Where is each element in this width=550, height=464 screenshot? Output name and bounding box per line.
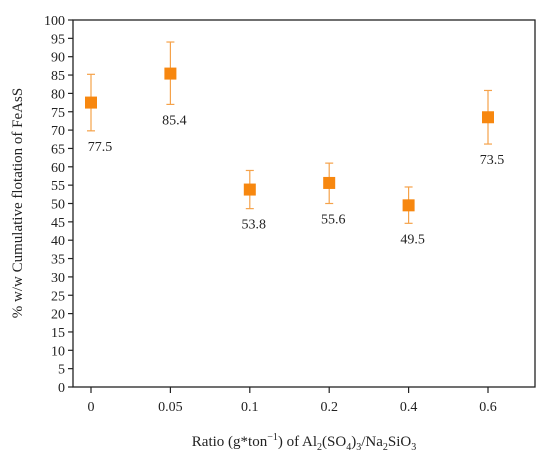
plot-frame bbox=[72, 19, 536, 388]
y-tick-label: 0 bbox=[58, 381, 65, 396]
y-tick-label: 65 bbox=[51, 142, 65, 157]
y-axis: 0 5 10 15 20 25 30 35 40 45 50 55 60 65 70 75 80 85 90 95 10… bbox=[44, 14, 73, 396]
data-label: 85.4 bbox=[162, 113, 187, 128]
x-tick-label: 0.6 bbox=[479, 400, 497, 415]
y-tick-label: 10 bbox=[51, 344, 65, 359]
x-axis-title: Ratio (g*ton−1) of Al2(SO4)3/Na2SiO3 bbox=[192, 432, 416, 453]
y-tick-label: 75 bbox=[51, 106, 65, 121]
y-tick-label: 80 bbox=[51, 87, 65, 102]
data-label: 77.5 bbox=[88, 140, 113, 155]
data-point bbox=[243, 183, 256, 196]
x-tick-label: 0.05 bbox=[158, 400, 183, 415]
x-tick-label: 0.1 bbox=[241, 400, 259, 415]
y-tick-label: 20 bbox=[51, 308, 65, 323]
data-label: 55.6 bbox=[321, 213, 346, 228]
y-tick-label: 40 bbox=[51, 234, 65, 249]
y-tick-label: 70 bbox=[51, 124, 65, 139]
y-tick-label: 15 bbox=[51, 326, 65, 341]
data-point bbox=[85, 96, 97, 109]
y-tick-label: 60 bbox=[51, 161, 65, 176]
data-point bbox=[323, 176, 336, 189]
y-tick-label: 95 bbox=[51, 32, 65, 47]
y-tick-label: 25 bbox=[51, 289, 65, 304]
data-point bbox=[482, 111, 494, 124]
data-label: 49.5 bbox=[400, 232, 425, 247]
data-point bbox=[402, 199, 415, 212]
data-series: 77.5 85.4 53.8 55.6 49.5 73.5 bbox=[85, 41, 505, 247]
y-tick-label: 5 bbox=[58, 363, 65, 378]
y-tick-label: 55 bbox=[51, 179, 65, 194]
y-tick-label: 30 bbox=[51, 271, 65, 286]
data-label: 73.5 bbox=[480, 153, 505, 168]
y-tick-label: 50 bbox=[51, 198, 65, 213]
y-tick-label: 85 bbox=[51, 69, 65, 84]
y-axis-title: % w/w Cumulative flotation of FeAsS bbox=[10, 88, 26, 318]
data-point bbox=[164, 67, 177, 80]
y-tick-label: 35 bbox=[51, 253, 65, 268]
x-tick-label: 0.2 bbox=[320, 400, 338, 415]
y-tick-label: 45 bbox=[51, 216, 65, 231]
data-label: 53.8 bbox=[242, 218, 267, 233]
y-tick-label: 100 bbox=[44, 14, 65, 29]
y-tick-label: 90 bbox=[51, 51, 65, 66]
x-tick-label: 0 bbox=[88, 400, 95, 415]
x-tick-label: 0.4 bbox=[400, 400, 418, 415]
x-axis: 0 0.05 0.1 0.2 0.4 0.6 bbox=[88, 387, 497, 415]
